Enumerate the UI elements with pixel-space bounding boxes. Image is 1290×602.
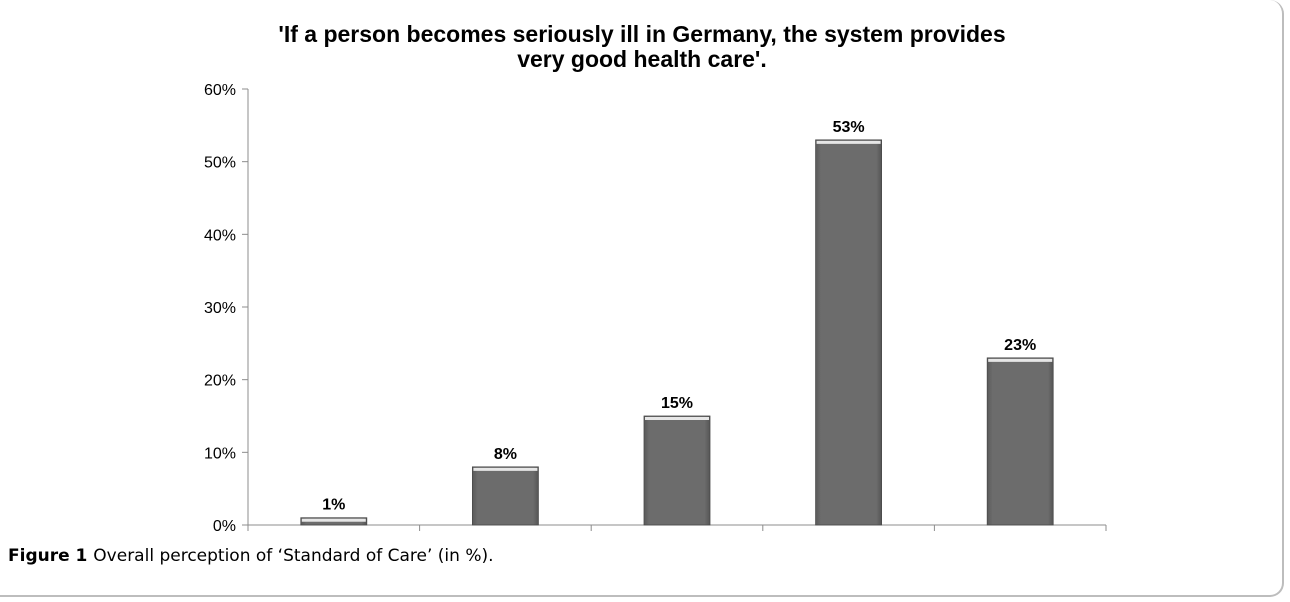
chart-title: 'If a person becomes seriously ill in Ge… xyxy=(0,22,1284,72)
x-tick-label: somewhat disagree xyxy=(436,539,575,540)
data-label: 15% xyxy=(661,395,693,412)
bar-highlight xyxy=(816,140,881,144)
bar xyxy=(643,415,711,526)
bars xyxy=(300,139,1054,526)
bar-highlight xyxy=(645,417,709,420)
chart-title-line-2: very good health care'. xyxy=(517,46,767,72)
x-tick-label: strongly disagree xyxy=(273,539,395,540)
chart-title-line-1: 'If a person becomes seriously ill in Ge… xyxy=(278,21,1006,47)
data-label: 1% xyxy=(322,497,345,514)
y-tick-label: 10% xyxy=(204,445,236,462)
caption-text: Overall perception of ‘Standard of Care’… xyxy=(93,546,494,566)
figure-caption: Figure 1 Overall perception of ‘Standard… xyxy=(8,546,494,566)
x-tick-label: strongly agree xyxy=(970,539,1071,540)
labels: 0% 10% 20% 30% 40% 50% 60% 1% strongly disagree 8… xyxy=(204,82,1071,540)
caption-prefix: Figure 1 xyxy=(8,546,88,566)
y-tick-label: 60% xyxy=(204,82,236,99)
bar xyxy=(815,139,882,526)
bar xyxy=(986,357,1054,526)
y-tick-label: 40% xyxy=(204,227,236,244)
y-tick-label: 20% xyxy=(204,373,236,390)
bar xyxy=(471,466,539,526)
data-label: 23% xyxy=(1004,337,1036,354)
y-tick-label: 30% xyxy=(204,300,236,317)
y-tick-label: 50% xyxy=(204,155,236,172)
bar-highlight xyxy=(301,518,366,522)
y-tick-label: 0% xyxy=(213,518,236,535)
data-label: 53% xyxy=(833,119,865,136)
bar-chart: 0% 10% 20% 30% 40% 50% 60% 1% strongly disagree 8… xyxy=(204,82,1107,540)
bar-highlight xyxy=(988,358,1053,362)
data-label: 8% xyxy=(494,446,517,463)
x-tick-label: neutral xyxy=(653,539,702,540)
x-tick-label: somewhat agree xyxy=(789,539,907,540)
bar-highlight xyxy=(473,467,538,471)
